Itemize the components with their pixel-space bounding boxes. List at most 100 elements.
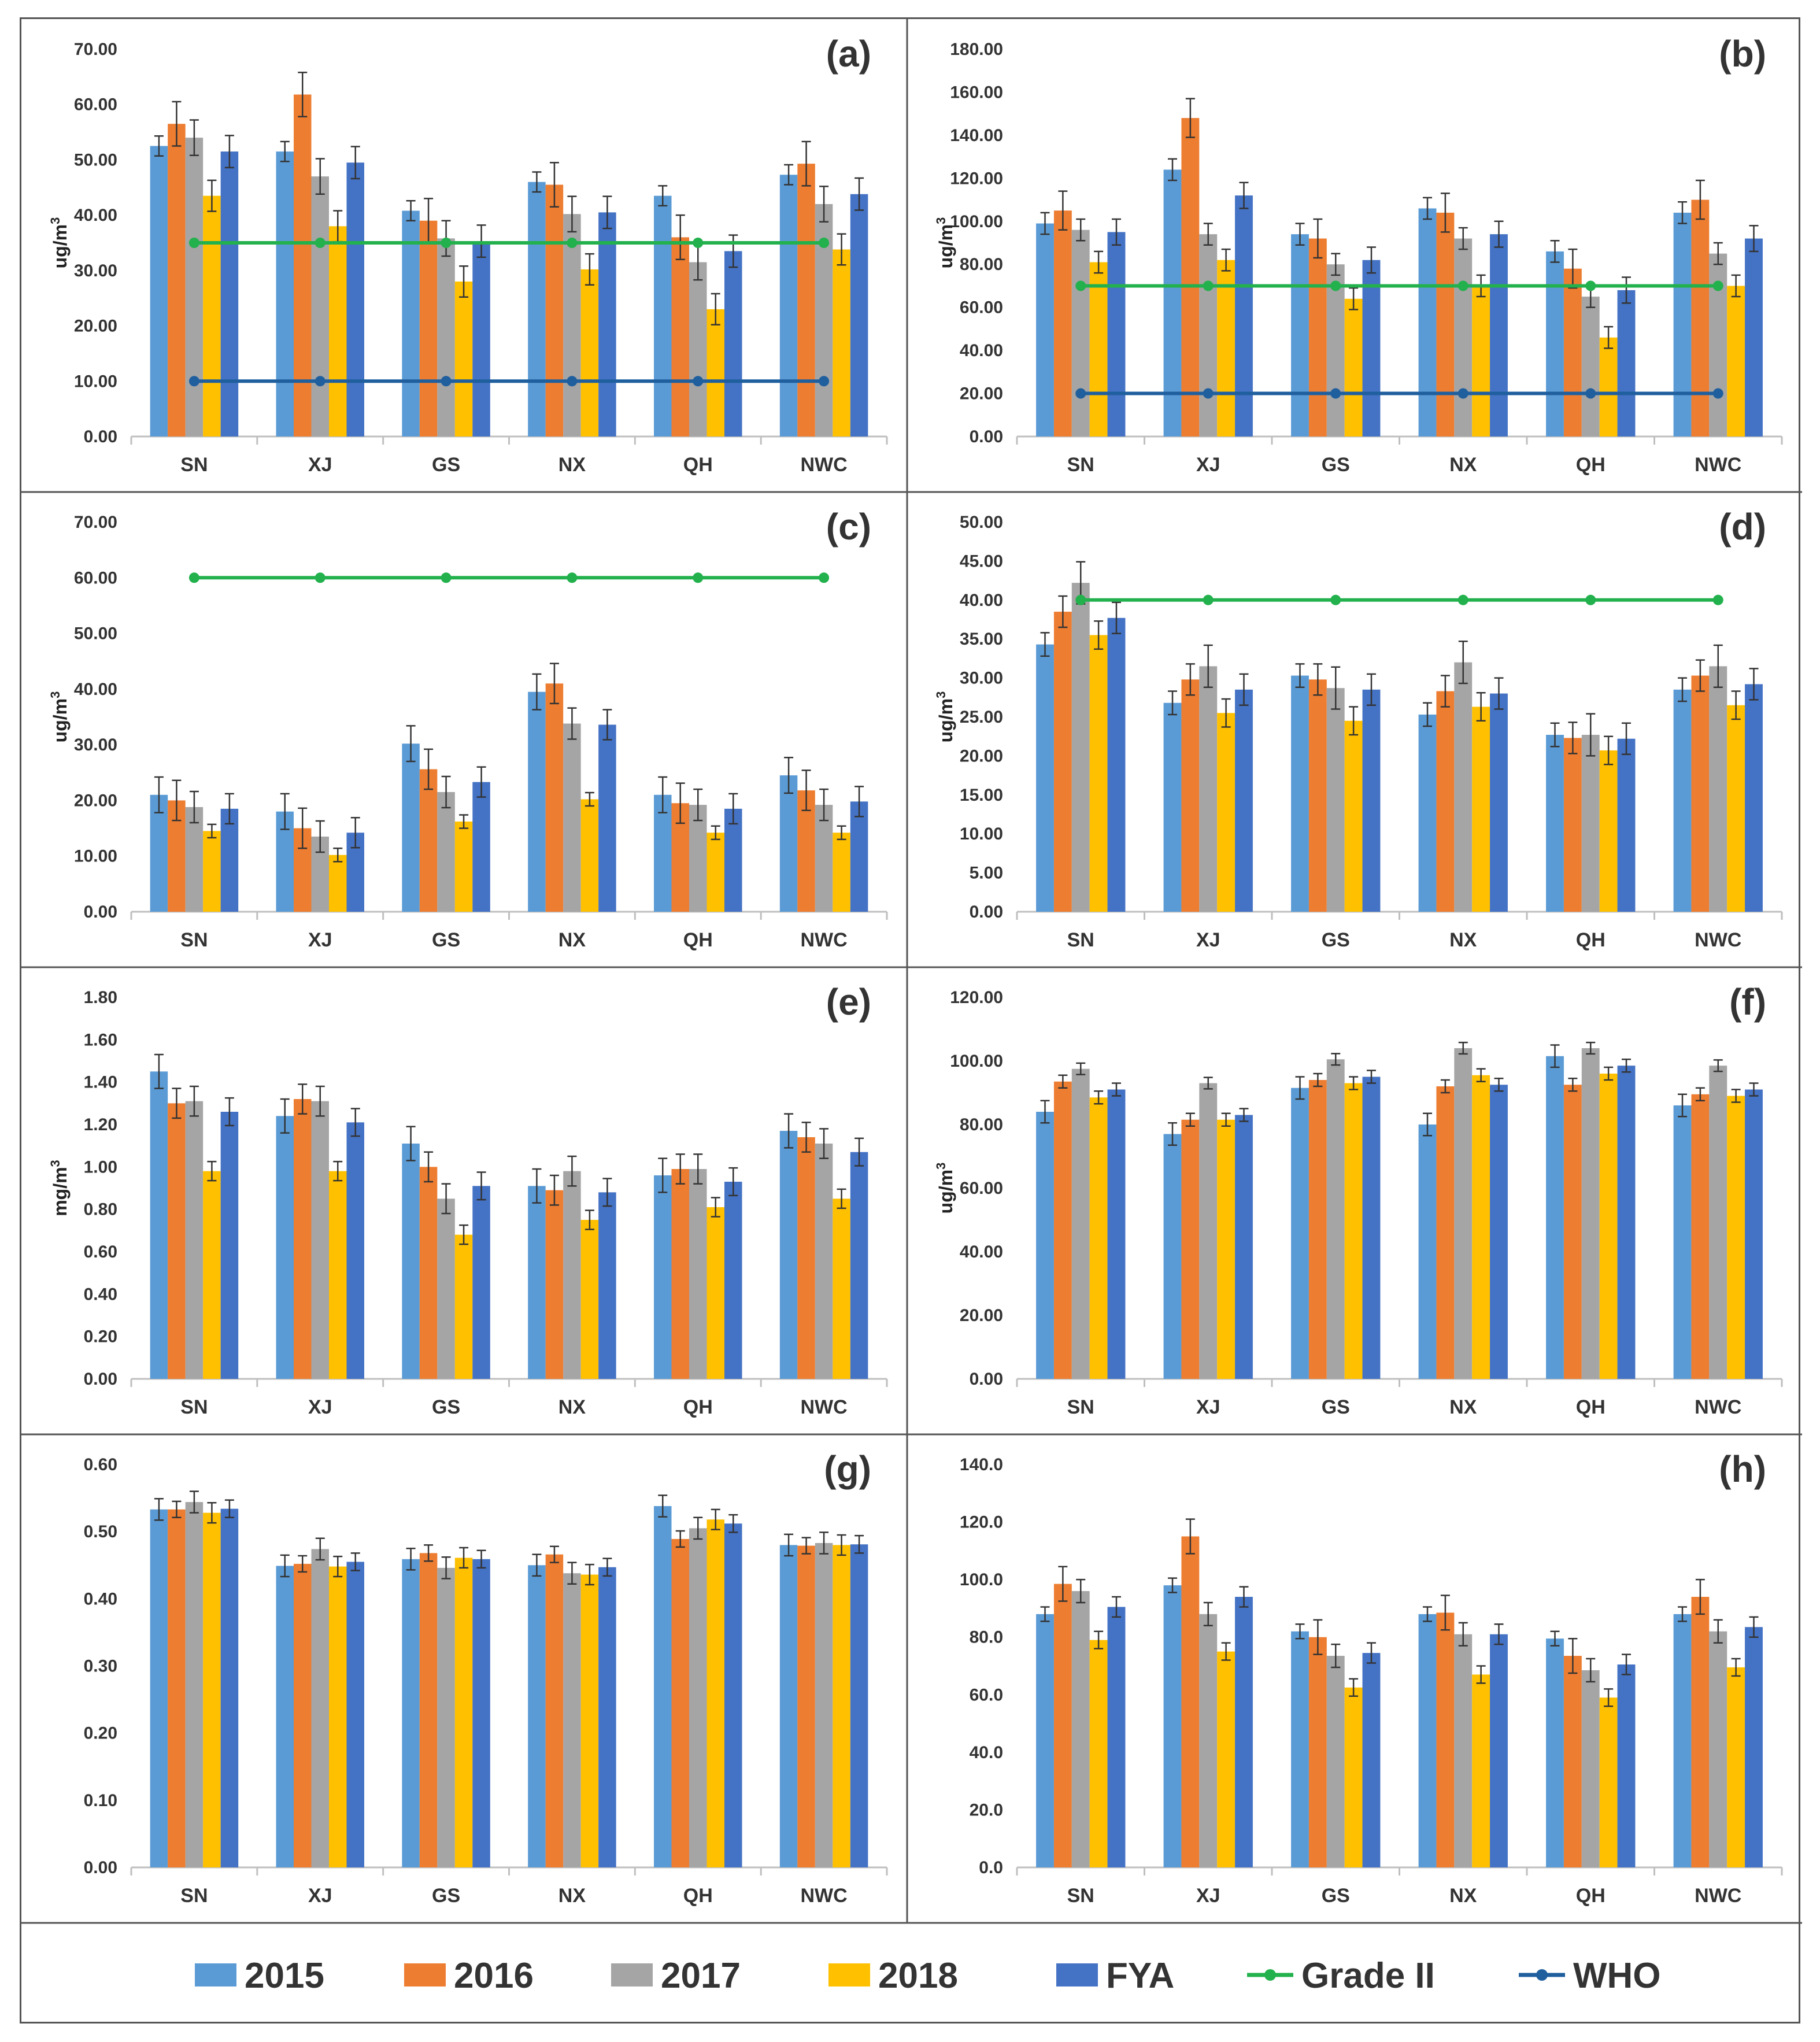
bar-2015 — [1418, 714, 1437, 912]
y-tick-label: 1.00 — [84, 1157, 117, 1177]
bar-2015 — [779, 1545, 798, 1867]
bar-2017 — [1071, 1068, 1090, 1379]
bar-2016 — [1308, 679, 1327, 912]
y-tick-label: 40.0 — [970, 1743, 1003, 1762]
line-marker — [315, 572, 325, 583]
bar-2018 — [328, 226, 347, 436]
y-tick-label: 1.40 — [84, 1073, 117, 1092]
bar-2017 — [437, 1567, 455, 1867]
bar-2018 — [1344, 298, 1363, 436]
y-tick-label: 30.00 — [960, 669, 1003, 688]
line-marker — [441, 376, 452, 387]
y-tick-label: 60.00 — [74, 95, 117, 114]
y-tick-label: 0.00 — [84, 902, 117, 922]
bar-2016 — [1563, 268, 1582, 436]
bar-FYA — [346, 1562, 364, 1867]
bar-2016 — [1563, 1656, 1582, 1867]
line-marker — [188, 572, 199, 583]
x-tick-label: GS — [432, 1885, 460, 1907]
bar-2018 — [1344, 1083, 1363, 1379]
bar-2018 — [1727, 286, 1745, 436]
bar-2015 — [1163, 702, 1182, 912]
bar-2016 — [419, 220, 438, 436]
line-marker — [315, 376, 325, 387]
bar-2015 — [1291, 234, 1309, 436]
bar-FYA — [346, 162, 364, 436]
bar-2018 — [706, 833, 724, 912]
line-marker — [1203, 280, 1214, 291]
bar-2016 — [294, 94, 312, 436]
bar-FYA — [1745, 684, 1763, 912]
legend-label: WHO — [1573, 1956, 1661, 1996]
y-tick-label: 120.0 — [960, 1513, 1003, 1532]
bar-2016 — [1053, 210, 1072, 436]
x-tick-label: GS — [1322, 929, 1350, 951]
bar-2018 — [833, 1198, 850, 1379]
bar-FYA — [1107, 617, 1126, 912]
line-marker — [1203, 388, 1214, 399]
bar-2017 — [1326, 264, 1345, 436]
bar-2015 — [1036, 1614, 1054, 1867]
line-marker — [567, 376, 578, 387]
y-tick-label: 140.0 — [960, 1455, 1003, 1474]
bar-2015 — [276, 1116, 294, 1379]
y-tick-label: 100.00 — [950, 1052, 1003, 1071]
bar-FYA — [1235, 1115, 1253, 1379]
y-tick-label: 60.00 — [960, 298, 1003, 317]
line-marker — [441, 238, 452, 248]
y-tick-label: 100.00 — [950, 212, 1003, 231]
panel-f: 0.00 20.00 40.00 60.00 80.00 100.00 120.00 ug/m… — [934, 981, 1783, 1418]
panel-label: (a) — [826, 33, 871, 75]
bar-FYA — [598, 1567, 616, 1867]
x-tick-label: NWC — [800, 1885, 847, 1907]
y-tick-label: 25.00 — [960, 708, 1003, 727]
bar-FYA — [220, 151, 239, 436]
y-axis-label: ug/m3 — [934, 217, 957, 269]
bar-2015 — [1673, 689, 1692, 912]
y-tick-label: 60.0 — [970, 1685, 1003, 1704]
bar-2015 — [1163, 1585, 1182, 1867]
bar-2015 — [1418, 1124, 1437, 1379]
y-tick-label: 40.00 — [960, 1242, 1003, 1262]
bar-2018 — [1217, 1119, 1235, 1379]
legend-item-2015: 2015 — [195, 1956, 324, 1996]
bar-2015 — [1673, 1614, 1692, 1867]
bar-2017 — [1199, 234, 1218, 436]
bar-FYA — [1490, 234, 1508, 436]
bar-2015 — [1163, 1134, 1182, 1379]
bar-2016 — [671, 1169, 690, 1379]
legend-swatch — [195, 1963, 236, 1986]
bar-FYA — [850, 1152, 868, 1379]
bar-2017 — [1454, 1634, 1473, 1867]
panel-a: 0.00 10.00 20.00 30.00 40.00 50.00 60.00 70.00 u… — [48, 33, 888, 476]
bar-2018 — [454, 1558, 473, 1867]
bar-2018 — [1472, 1674, 1490, 1867]
bar-FYA — [1490, 693, 1508, 912]
bar-2015 — [779, 1131, 798, 1379]
bar-2018 — [203, 1171, 221, 1379]
bar-2015 — [150, 794, 168, 912]
x-tick-label: SN — [1067, 929, 1094, 951]
legend-item-2018: 2018 — [828, 1956, 958, 1996]
panel-label: (f) — [1729, 981, 1766, 1023]
x-tick-label: GS — [1322, 1396, 1350, 1418]
y-tick-label: 70.00 — [74, 513, 117, 532]
bar-2016 — [1181, 679, 1200, 912]
bar-2017 — [437, 1198, 455, 1379]
bar-2018 — [1089, 262, 1108, 436]
panel-label: (e) — [826, 981, 871, 1023]
y-tick-label: 1.60 — [84, 1030, 117, 1049]
bar-FYA — [1235, 689, 1253, 912]
x-tick-label: GS — [432, 929, 460, 951]
bar-2018 — [454, 1234, 473, 1379]
bar-2015 — [150, 1071, 168, 1379]
y-axis-label: ug/m3 — [48, 691, 71, 743]
bar-2017 — [1581, 297, 1600, 436]
y-tick-label: 40.00 — [74, 680, 117, 699]
line-marker — [1712, 594, 1723, 605]
bar-2016 — [1308, 238, 1327, 436]
bar-2017 — [1071, 1591, 1090, 1867]
bar-2018 — [1089, 1640, 1108, 1867]
panel-c: 0.00 10.00 20.00 30.00 40.00 50.00 60.00 70.00 u… — [48, 506, 888, 951]
x-tick-label: NX — [558, 1885, 586, 1907]
